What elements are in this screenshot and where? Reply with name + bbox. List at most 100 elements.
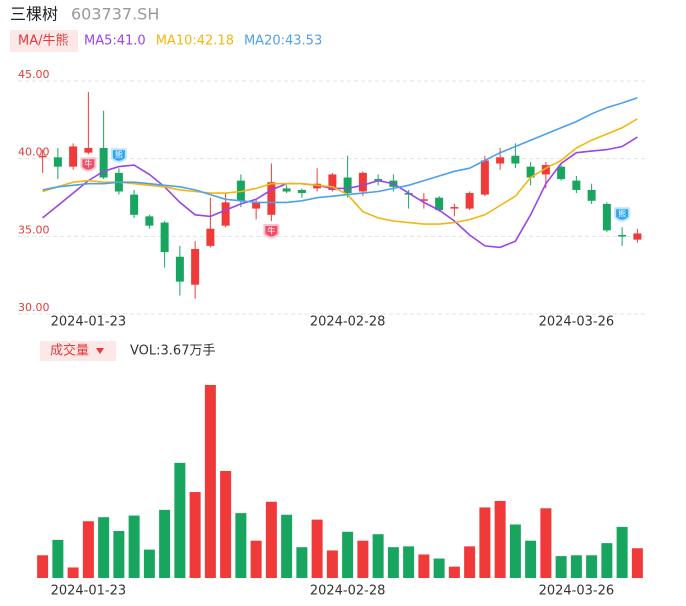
candle-body (557, 166, 566, 180)
volume-bar (479, 507, 491, 578)
candle-body (465, 193, 474, 209)
candle-body (53, 157, 62, 167)
volume-bar (403, 546, 415, 578)
volume-bar (570, 555, 582, 578)
signal-label: 牛 (84, 159, 92, 169)
candle-body (328, 174, 337, 190)
volume-bar (159, 509, 171, 578)
volume-bar (464, 546, 476, 578)
candle-body (358, 172, 367, 192)
volume-bar (418, 554, 430, 578)
indicator-button[interactable]: 成交量 (50, 343, 89, 359)
legend-entry: MA5:41.0 (84, 34, 146, 49)
volume-bar (494, 500, 506, 578)
candle-body (267, 182, 276, 215)
x-tick-label: 2024-01-23 (51, 584, 127, 599)
y-tick-label: 30.00 (18, 301, 50, 314)
volume-bar (296, 547, 308, 578)
candle-body (206, 228, 215, 246)
volume-bar (128, 515, 140, 578)
candle-body (633, 233, 642, 240)
dropdown-arrow[interactable] (96, 348, 104, 354)
volume-bar (601, 543, 613, 578)
volume-bar (387, 547, 399, 578)
ma-line (42, 136, 638, 249)
volume-bar (235, 513, 247, 578)
candle-body (297, 189, 306, 194)
volume-bar (82, 521, 94, 578)
volume-bar (113, 530, 125, 578)
candle-body (130, 194, 139, 215)
volume-bar (616, 526, 628, 578)
candle-body (160, 222, 169, 253)
volume-bar (433, 558, 445, 578)
volume-bar (174, 462, 186, 578)
candle-body (145, 216, 154, 226)
candle-body (343, 177, 352, 194)
signal-badge (80, 157, 97, 172)
x-tick-label: 2024-03-26 (539, 584, 615, 599)
ma-line (42, 118, 638, 225)
candle-body (496, 157, 505, 164)
volume-bar (143, 549, 155, 578)
candle-body (450, 207, 459, 209)
volume-bar (342, 531, 354, 578)
legend-button[interactable]: MA/牛熊 (18, 33, 69, 49)
ma-line (42, 97, 638, 204)
legend-entry: MA10:42.18 (156, 34, 234, 49)
y-tick-label: 45.00 (18, 68, 50, 81)
volume-bar (509, 524, 521, 578)
candle-body (69, 146, 78, 167)
candle-body (511, 155, 520, 164)
volume-bar (52, 539, 64, 578)
volume-bar (189, 492, 201, 578)
signal-label: 牛 (267, 226, 275, 236)
indicator-button-bg[interactable] (40, 341, 116, 361)
signal-label: 熊 (618, 209, 626, 219)
candle-body (282, 188, 291, 192)
volume-bar (326, 550, 338, 578)
candle-body (572, 180, 581, 190)
volume-bar (37, 555, 49, 578)
candle-body (38, 155, 47, 158)
signal-badge (263, 224, 280, 239)
candle-body (84, 148, 93, 153)
candle-body (99, 148, 108, 178)
volume-bar (265, 501, 277, 578)
signal-badge (614, 207, 631, 222)
volume-bar (586, 555, 598, 578)
volume-bar (281, 514, 293, 578)
volume-bar (220, 470, 232, 578)
volume-bar (555, 556, 567, 578)
x-tick-label: 2024-01-23 (51, 315, 127, 330)
candle-body (602, 203, 611, 231)
volume-legend: VOL:3.67万手 (130, 344, 215, 359)
x-tick-label: 2024-02-28 (310, 584, 386, 599)
candle-body (587, 189, 596, 201)
y-tick-label: 40.00 (18, 146, 50, 159)
volume-bar (372, 534, 384, 578)
candle-body (221, 202, 230, 226)
legend-button-bg[interactable] (10, 30, 78, 52)
x-tick-label: 2024-03-26 (539, 315, 615, 330)
candle-body (191, 248, 200, 285)
candle-body (252, 202, 261, 209)
y-tick-label: 35.00 (18, 223, 50, 236)
candle-body (526, 166, 535, 178)
stock-name: 三棵树 (10, 5, 58, 24)
x-tick-label: 2024-02-28 (310, 315, 386, 330)
candle-body (541, 165, 550, 175)
volume-bar (357, 540, 369, 578)
candle-body (618, 234, 627, 237)
volume-bar (311, 519, 323, 578)
volume-bar (98, 517, 110, 578)
legend-entry: MA20:43.53 (244, 34, 322, 49)
candle-body (175, 256, 184, 282)
stock-code: 603737.SH (71, 5, 159, 24)
signal-badge (110, 148, 127, 163)
signal-label: 熊 (115, 150, 123, 160)
candle-body (419, 199, 428, 201)
candle-body (435, 197, 444, 211)
volume-bar (250, 540, 262, 578)
